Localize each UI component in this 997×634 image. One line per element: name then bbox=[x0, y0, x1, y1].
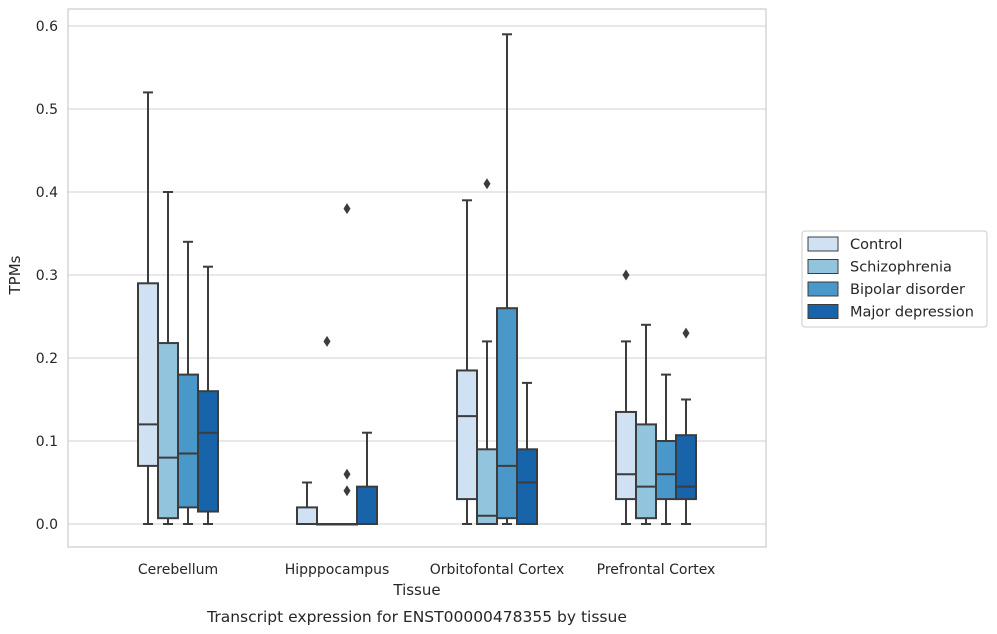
legend-swatch bbox=[807, 281, 839, 297]
box-0-1 bbox=[157, 191, 179, 525]
y-tick-label: 0.5 bbox=[36, 102, 58, 118]
x-tick-label: Hipppocampus bbox=[285, 562, 390, 578]
box-1-0 bbox=[296, 481, 318, 525]
legend-label: Schizophrenia bbox=[850, 260, 952, 276]
legend-swatch bbox=[807, 259, 839, 274]
x-axis-ticks: Cerebellum Hipppocampus Orbitofontal Corte… bbox=[138, 562, 715, 578]
x-tick-label: Cerebellum bbox=[138, 562, 218, 578]
outlier-point bbox=[682, 327, 690, 339]
legend-label: Major depression bbox=[850, 305, 974, 321]
y-tick-label: 0.3 bbox=[36, 268, 58, 284]
box-3-1 bbox=[635, 323, 657, 525]
box-2-0 bbox=[456, 199, 478, 525]
outlier-point bbox=[343, 468, 351, 480]
y-tick-label: 0.1 bbox=[36, 434, 58, 450]
legend-label: Control bbox=[850, 237, 902, 253]
legend-label: Bipolar disorder bbox=[850, 282, 965, 298]
box-body bbox=[197, 390, 219, 513]
figure-caption: Transcript expression for ENST0000047835… bbox=[206, 608, 627, 626]
box-1-3 bbox=[356, 431, 378, 525]
box-3-0 bbox=[615, 269, 637, 525]
legend: Control Schizophrenia Bipolar disorder Majo… bbox=[801, 230, 988, 328]
outlier-point bbox=[343, 485, 351, 497]
box-body bbox=[296, 506, 318, 525]
y-axis-label: TPMs bbox=[6, 255, 24, 295]
box-plot-groups bbox=[137, 33, 697, 526]
box-body bbox=[655, 440, 677, 501]
legend-frame bbox=[801, 230, 988, 328]
outlier-point bbox=[323, 335, 331, 347]
box-body bbox=[615, 410, 637, 501]
legend-swatch bbox=[807, 304, 839, 319]
box-2-2 bbox=[496, 33, 518, 525]
box-1-2 bbox=[336, 203, 358, 526]
y-tick-label: 0.6 bbox=[36, 19, 58, 35]
box-body bbox=[635, 423, 657, 520]
x-tick-label: Orbitofontal Cortex bbox=[430, 562, 565, 578]
x-tick-label: Prefrontal Cortex bbox=[597, 562, 716, 578]
y-axis-ticks: 0.0 0.1 0.2 0.3 0.4 0.5 0.6 bbox=[36, 19, 58, 533]
box-body bbox=[496, 307, 518, 520]
box-body bbox=[675, 434, 697, 501]
box-body bbox=[356, 485, 378, 525]
outlier-point bbox=[343, 203, 351, 215]
legend-swatch bbox=[807, 236, 839, 252]
box-body bbox=[137, 282, 159, 467]
x-axis-label: Tissue bbox=[392, 581, 440, 599]
box-1-1 bbox=[316, 335, 338, 526]
box-2-3 bbox=[516, 381, 538, 525]
box-body bbox=[456, 369, 478, 501]
box-2-1 bbox=[476, 178, 498, 525]
outlier-point bbox=[483, 178, 491, 190]
plot-area-frame bbox=[67, 8, 767, 548]
box-body bbox=[476, 448, 498, 525]
box-0-2 bbox=[177, 240, 199, 525]
y-tick-label: 0.2 bbox=[36, 351, 58, 367]
box-3-3 bbox=[675, 327, 697, 525]
outlier-point bbox=[622, 269, 630, 281]
box-body bbox=[157, 342, 179, 520]
box-body bbox=[516, 448, 538, 525]
y-tick-label: 0.4 bbox=[36, 185, 58, 201]
box-3-2 bbox=[655, 373, 677, 525]
box-0-0 bbox=[137, 91, 159, 525]
y-tick-label: 0.0 bbox=[36, 517, 58, 533]
box-0-3 bbox=[197, 265, 219, 525]
box-body bbox=[177, 373, 199, 509]
